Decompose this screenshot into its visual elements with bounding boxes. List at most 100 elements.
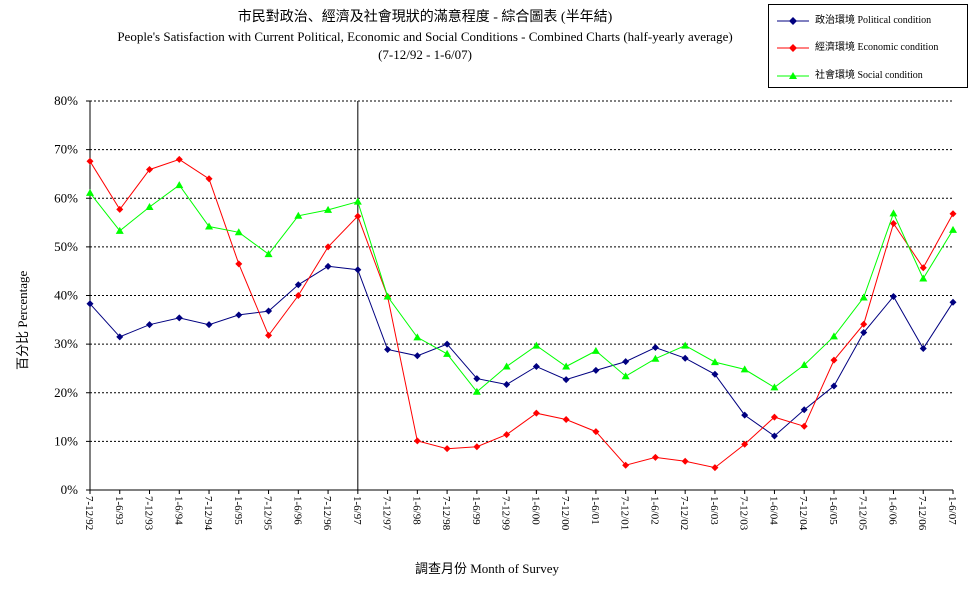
- data-point: [413, 333, 422, 341]
- y-tick-label: 20%: [54, 385, 78, 400]
- data-point: [235, 260, 243, 268]
- y-tick-label: 30%: [54, 336, 78, 351]
- x-tick-label: 7-12/00: [559, 496, 571, 531]
- data-point: [116, 205, 124, 213]
- data-point: [384, 345, 392, 353]
- x-tick-label: 1-6/95: [232, 496, 244, 525]
- series-line: [89, 184, 954, 393]
- y-tick-label: 10%: [54, 433, 78, 448]
- data-point: [591, 346, 600, 354]
- data-point: [681, 341, 690, 349]
- data-point: [235, 311, 243, 319]
- data-point: [265, 307, 273, 315]
- data-point: [234, 228, 243, 236]
- legend-label-economic: 經濟環境 Economic condition: [815, 42, 939, 53]
- data-point: [860, 328, 868, 336]
- data-point: [919, 264, 927, 272]
- x-tick-label: 7-12/95: [262, 496, 274, 531]
- legend-label-social: 社會環境 Social condition: [815, 70, 923, 81]
- chart-title-range: (7-12/92 - 1-6/07): [378, 47, 472, 62]
- data-point: [175, 155, 183, 163]
- data-point: [919, 345, 927, 353]
- data-point: [205, 222, 214, 230]
- series-1: [86, 155, 957, 472]
- data-point: [116, 333, 124, 341]
- legend-swatch-social: [777, 72, 809, 79]
- y-tick-label: 0%: [61, 482, 79, 497]
- data-point: [503, 380, 511, 388]
- data-point: [145, 203, 154, 211]
- x-tick-label: 1-6/03: [708, 496, 720, 525]
- x-tick-label: 1-6/05: [827, 496, 839, 525]
- x-tick-label: 1-6/97: [351, 496, 363, 525]
- data-point: [532, 362, 540, 370]
- data-point: [562, 415, 570, 423]
- data-point: [592, 366, 600, 374]
- x-tick-label: 1-6/93: [113, 496, 125, 525]
- data-point: [354, 212, 362, 220]
- chart-title-chinese: 市民對政治、經濟及社會現狀的滿意程度 - 綜合圖表 (半年結): [237, 10, 613, 25]
- data-point: [205, 321, 213, 329]
- legend-label-political: 政治環境 Political condition: [815, 15, 932, 26]
- data-point: [622, 461, 630, 469]
- x-tick-label: 1-6/98: [410, 496, 422, 525]
- data-point: [443, 445, 451, 453]
- y-tick-labels: 0% 10% 20% 30% 40% 50% 60% 70% 80%: [54, 93, 78, 497]
- data-point: [175, 314, 183, 322]
- x-tick-label: 7-12/98: [440, 496, 452, 531]
- series-line: [89, 158, 954, 469]
- x-tick-label: 7-12/04: [797, 496, 809, 531]
- data-point: [473, 443, 481, 451]
- data-point: [86, 188, 94, 196]
- x-tick-label: 1-6/07: [946, 496, 958, 525]
- data-point: [324, 243, 332, 251]
- x-tick-label: 1-6/94: [172, 496, 184, 525]
- data-point: [651, 344, 659, 352]
- data-point: [859, 293, 868, 301]
- data-point: [741, 411, 749, 419]
- x-tick-label: 7-12/05: [857, 496, 869, 531]
- legend-item-economic: 經濟環境 Economic condition: [775, 41, 965, 55]
- data-point: [800, 406, 808, 414]
- data-point: [264, 250, 273, 258]
- data-point: [383, 292, 392, 300]
- data-point: [829, 332, 838, 340]
- data-point: [86, 157, 94, 165]
- data-point: [146, 321, 154, 329]
- x-tick-label: 7-12/03: [738, 496, 750, 531]
- x-tick-label: 7-12/97: [381, 496, 393, 531]
- data-point: [949, 298, 957, 306]
- x-axis-label: 調查月份 Month of Survey: [414, 561, 560, 576]
- data-point: [830, 382, 838, 390]
- legend-swatch-economic: [777, 44, 809, 52]
- data-point: [592, 428, 600, 436]
- data-point: [681, 354, 689, 362]
- y-axis-label: 百分比 Percentage: [15, 270, 30, 370]
- data-point: [205, 175, 213, 183]
- x-tick-label: 1-6/04: [767, 496, 779, 525]
- chart-title-english: People's Satisfaction with Current Polit…: [117, 29, 733, 44]
- data-point: [562, 362, 571, 370]
- x-tick-label: 1-6/00: [529, 496, 541, 525]
- data-point: [443, 349, 452, 357]
- data-point: [651, 453, 659, 461]
- data-point: [324, 205, 333, 213]
- x-tick-label: 1-6/02: [648, 496, 660, 525]
- data-point: [443, 340, 451, 348]
- y-tick-label: 50%: [54, 239, 78, 254]
- legend-item-political: 政治環境 Political condition: [775, 14, 965, 28]
- data-point: [681, 457, 689, 465]
- series-line: [89, 265, 954, 437]
- x-tick-label: 7-12/99: [500, 496, 512, 531]
- data-point: [175, 181, 184, 189]
- y-tick-label: 60%: [54, 190, 78, 205]
- x-tick-label: 7-12/01: [619, 496, 631, 530]
- chart-title-block: 市民對政治、經濟及社會現狀的滿意程度 - 綜合圖表 (半年結) People's…: [0, 8, 850, 64]
- data-point: [115, 226, 124, 234]
- x-tick-label: 7-12/92: [83, 496, 95, 530]
- x-tick-label: 1-6/99: [470, 496, 482, 525]
- data-point: [860, 320, 868, 328]
- data-point: [354, 266, 362, 274]
- data-point: [473, 375, 481, 383]
- data-point: [353, 197, 362, 205]
